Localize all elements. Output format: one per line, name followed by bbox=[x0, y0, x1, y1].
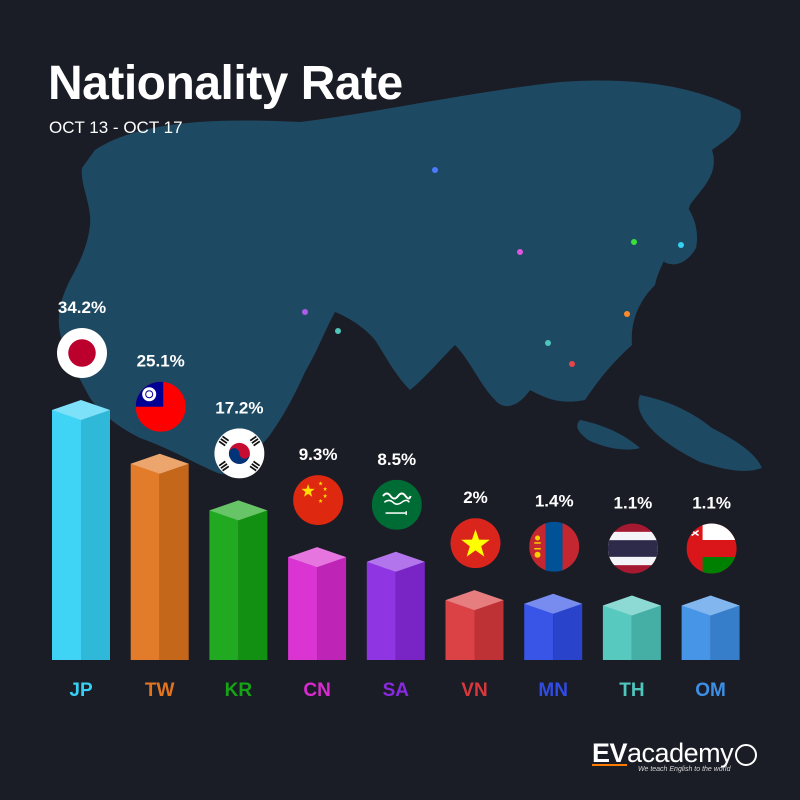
category-label-kr: KR bbox=[225, 680, 253, 701]
category-label-th: TH bbox=[619, 680, 644, 701]
value-label-jp: 34.2% bbox=[58, 298, 106, 317]
japan-flag bbox=[57, 328, 107, 378]
taiwan-flag bbox=[135, 381, 186, 432]
vietnam-flag bbox=[450, 518, 501, 569]
date-range-subtitle: OCT 13 - OCT 17 bbox=[49, 118, 183, 137]
category-label-mn: MN bbox=[538, 680, 568, 701]
brand-tagline: We teach English to the world bbox=[638, 766, 731, 773]
category-label-om: OM bbox=[695, 680, 726, 701]
value-label-sa: 8.5% bbox=[377, 450, 416, 469]
bar-tw bbox=[130, 453, 189, 660]
asia-map-background bbox=[58, 80, 762, 475]
bar-kr bbox=[209, 500, 268, 660]
page-title: Nationality Rate bbox=[48, 57, 403, 110]
map-location-dots bbox=[302, 167, 684, 367]
china-flag bbox=[293, 475, 344, 526]
brand-mark-icon bbox=[735, 744, 757, 766]
value-label-th: 1.1% bbox=[614, 494, 653, 513]
bar-cn bbox=[288, 547, 347, 660]
bar-jp bbox=[52, 400, 110, 660]
bar-om bbox=[681, 595, 740, 660]
category-label-jp: JP bbox=[69, 680, 93, 701]
bar-mn bbox=[524, 593, 583, 660]
bars-layer bbox=[52, 400, 740, 660]
south-korea-flag bbox=[214, 428, 265, 479]
mongolia-flag bbox=[529, 521, 580, 572]
bar-sa bbox=[366, 551, 425, 660]
category-label-tw: TW bbox=[145, 680, 175, 701]
flags-layer bbox=[57, 328, 737, 574]
value-label-kr: 17.2% bbox=[215, 398, 263, 417]
bar-vn bbox=[445, 590, 504, 660]
value-label-om: 1.1% bbox=[692, 494, 731, 513]
brand-logo: EVacademy We teach English to the world bbox=[592, 738, 762, 778]
brand-name: EVacademy bbox=[592, 738, 734, 768]
value-label-vn: 2% bbox=[463, 488, 488, 507]
saudi-arabia-flag bbox=[371, 479, 422, 530]
category-label-sa: SA bbox=[383, 680, 410, 701]
category-label-vn: VN bbox=[461, 680, 487, 701]
value-label-cn: 9.3% bbox=[299, 445, 338, 464]
value-label-tw: 25.1% bbox=[137, 352, 185, 371]
bar-th bbox=[602, 595, 661, 660]
value-label-mn: 1.4% bbox=[535, 492, 574, 511]
category-label-cn: CN bbox=[303, 680, 330, 701]
oman-flag bbox=[686, 523, 737, 574]
thailand-flag bbox=[607, 523, 658, 574]
labels-layer: 34.2% JP 25.1% TW 17.2% KR 9.3% CN 8.5% SA 2% VN 1.4… bbox=[58, 298, 731, 701]
